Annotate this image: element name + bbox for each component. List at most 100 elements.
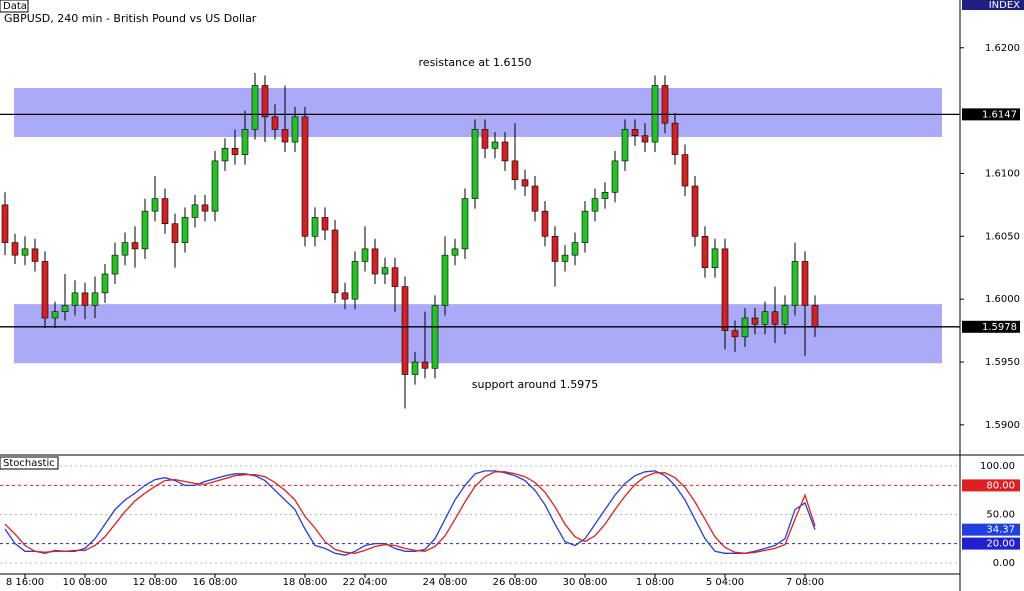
- x-tick-label: 1 08:00: [636, 577, 674, 588]
- candle-body: [711, 248, 719, 269]
- candle-body: [621, 129, 629, 162]
- y-tick-label: 1.6200: [985, 43, 1020, 54]
- candle-body: [551, 235, 559, 262]
- level-box: [962, 537, 1020, 550]
- candle-body: [421, 361, 429, 369]
- candle-body: [431, 305, 439, 369]
- candle-body: [31, 248, 39, 262]
- candle-body: [131, 242, 139, 250]
- y-tick-label: 0.00: [993, 558, 1015, 569]
- y-tick-label: 1.5950: [985, 357, 1020, 368]
- candle-body: [601, 192, 609, 199]
- candle-body: [361, 248, 369, 262]
- candle-body: [791, 261, 799, 306]
- candle-body: [471, 129, 479, 199]
- candle-body: [591, 198, 599, 212]
- candle-body: [391, 267, 399, 287]
- price-label-box: [962, 108, 1020, 121]
- y-tick-label: 1.6100: [985, 168, 1020, 179]
- chart-title: GBPUSD, 240 min - British Pound vs US Do…: [4, 12, 257, 25]
- candle-body: [331, 229, 339, 294]
- candle-body: [301, 116, 309, 237]
- candle-body: [61, 305, 69, 313]
- candle-body: [161, 198, 169, 225]
- y-tick-label: 50.00: [986, 509, 1015, 520]
- stochastic-line: [4, 471, 816, 554]
- x-tick-label: 12 08:00: [133, 577, 178, 588]
- candle-body: [681, 154, 689, 187]
- candle-body: [751, 317, 759, 325]
- y-tick-label: 1.6000: [985, 294, 1020, 305]
- x-tick-label: 18 08:00: [283, 577, 328, 588]
- candle-body: [121, 242, 129, 256]
- candle-body: [41, 261, 49, 319]
- pane-title-box: [0, 456, 59, 470]
- price-label: 1.6147: [982, 109, 1017, 120]
- y-tick-label: 1.5900: [985, 420, 1020, 431]
- candle-body: [691, 185, 699, 237]
- candle-body: [581, 210, 589, 243]
- candle-body: [211, 160, 219, 212]
- candle-body: [381, 267, 389, 275]
- level-label: 80.00: [986, 480, 1015, 491]
- x-tick-label: 26 08:00: [493, 577, 538, 588]
- candle-body: [191, 204, 199, 218]
- x-tick-label: 7 08:00: [786, 577, 824, 588]
- candle-body: [231, 148, 239, 155]
- x-tick-label: 16 08:00: [193, 577, 238, 588]
- candle-body: [631, 129, 639, 137]
- level-label: 20.00: [986, 539, 1015, 550]
- candle-body: [241, 129, 249, 155]
- candle-body: [151, 198, 159, 212]
- corner-label: INDEX: [989, 0, 1020, 11]
- candle-body: [251, 85, 259, 130]
- candle-body: [491, 141, 499, 149]
- candle-body: [671, 122, 679, 155]
- candle-body: [411, 361, 419, 375]
- candle-body: [571, 242, 579, 256]
- tag: Data: [3, 1, 27, 12]
- candle-body: [731, 330, 739, 338]
- candle-body: [781, 305, 789, 325]
- candle-body: [101, 273, 109, 294]
- candle-body: [51, 311, 59, 319]
- candle-body: [181, 217, 189, 243]
- candle-body: [801, 261, 809, 306]
- candle-body: [401, 286, 409, 375]
- level-box: [962, 479, 1020, 492]
- candle-body: [261, 85, 269, 118]
- candle-body: [761, 311, 769, 325]
- candle-body: [481, 129, 489, 149]
- candle-body: [221, 148, 229, 162]
- candle-body: [321, 217, 329, 231]
- band: [14, 304, 942, 364]
- candle-body: [351, 261, 359, 300]
- stochastic-line: [4, 470, 816, 556]
- annotation: resistance at 1.6150: [419, 56, 532, 69]
- pane-title: Stochastic: [3, 458, 55, 469]
- candle-body: [721, 248, 729, 331]
- candle-body: [561, 254, 569, 262]
- candle-body: [21, 248, 29, 256]
- value-box: [962, 523, 1020, 536]
- candle-body: [141, 210, 149, 250]
- candle-body: [1, 204, 9, 243]
- x-tick-label: 5 04:00: [706, 577, 744, 588]
- candle-body: [541, 210, 549, 237]
- band: [14, 87, 942, 138]
- candle-body: [641, 135, 649, 143]
- tag-box: [0, 0, 29, 13]
- candle-body: [451, 248, 459, 256]
- candle-body: [11, 242, 19, 256]
- candle-body: [341, 292, 349, 300]
- x-tick-label: 8 16:00: [6, 577, 44, 588]
- corner-box: [962, 0, 1024, 10]
- price-label: 1.5978: [982, 322, 1017, 333]
- annotation: support around 1.5975: [472, 378, 598, 391]
- y-tick-label: 1.6050: [985, 231, 1020, 242]
- candle-body: [271, 116, 279, 130]
- candle-body: [521, 179, 529, 187]
- x-tick-label: 30 08:00: [563, 577, 608, 588]
- candle-body: [81, 292, 89, 306]
